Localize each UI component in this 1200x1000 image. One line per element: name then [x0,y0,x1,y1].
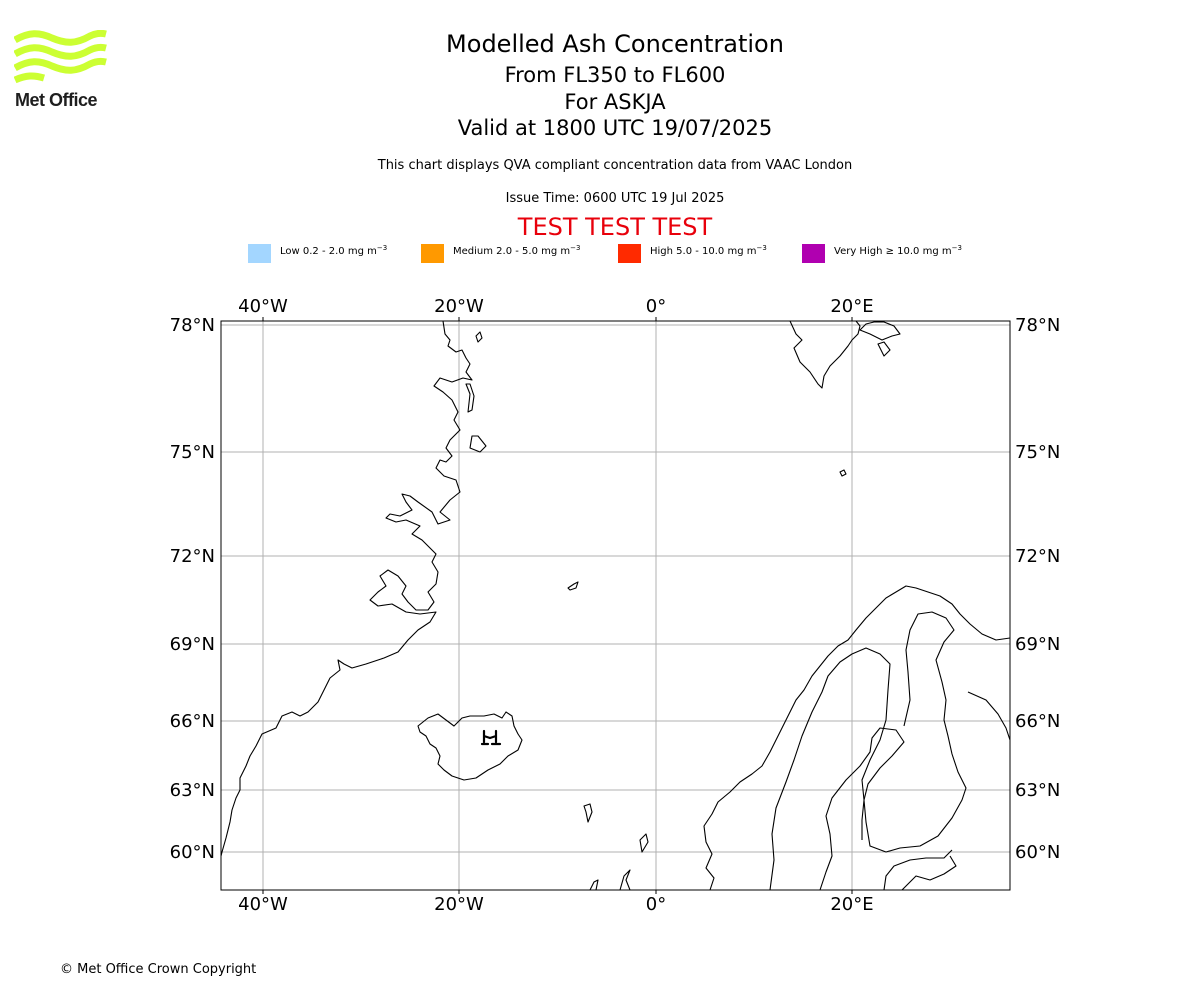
test-banner: TEST TEST TEST [517,213,713,241]
logo-text: Met Office [15,90,98,110]
legend-swatch-medium [421,244,444,263]
greenland-island-c [475,331,483,343]
lat-label-left-78n: 78°N [170,315,215,336]
lat-label-right-66n: 66°N [1015,711,1060,732]
lat-label-right-69n: 69°N [1015,634,1060,655]
lon-label-bottom-40w: 40°W [238,894,288,915]
jan-mayen [567,581,579,591]
legend-swatch-low [248,244,271,263]
copyright-notice: © Met Office Crown Copyright [60,962,257,977]
norway-sweden-border [769,647,891,890]
legend-label-low: Low 0.2 - 2.0 mg m−3 [280,244,388,258]
volcano-marker-icon [480,729,502,746]
issue-time: Issue Time: 0600 UTC 19 Jul 2025 [505,191,725,206]
graticule [221,321,1010,890]
axis-ticks [262,317,853,894]
legend-label-very-high: Very High ≥ 10.0 mg m−3 [834,244,962,258]
map-frame [220,320,1011,891]
svalbard-east [859,321,901,357]
flight-levels: From FL350 to FL600 [504,63,726,87]
lat-label-right-78n: 78°N [1015,315,1060,336]
faroe-islands [583,803,593,823]
greenland-inlet-b [469,435,487,453]
map-background [221,321,1010,890]
lon-label-bottom-20w: 20°W [434,894,484,915]
lat-label-right-60n: 60°N [1015,842,1060,863]
legend-swatch-high [618,244,641,263]
kola-coast [967,691,1010,741]
lat-label-left-63n: 63°N [170,780,215,801]
lon-label-top-20e: 20°E [830,296,873,317]
volcano-name: For ASKJA [564,90,666,114]
scandinavia [703,585,1010,890]
lat-label-right-75n: 75°N [1015,442,1060,463]
greenland-east-coast [221,321,473,857]
shetland [639,833,649,853]
legend-swatch-very-high [802,244,825,263]
lat-label-left-75n: 75°N [170,442,215,463]
lon-label-top-0: 0° [646,296,666,317]
chart-title: Modelled Ash Concentration [446,30,784,58]
lon-label-bottom-0: 0° [646,894,666,915]
lat-label-left-66n: 66°N [170,711,215,732]
lon-label-top-20w: 20°W [434,296,484,317]
lon-label-top-40w: 40°W [238,296,288,317]
sweden-finland-coast [819,611,967,890]
valid-time: Valid at 1800 UTC 19/07/2025 [457,116,773,140]
iceland [417,711,523,781]
scotland [589,869,631,890]
lat-label-left-69n: 69°N [170,634,215,655]
lat-label-left-72n: 72°N [170,546,215,567]
qva-subtitle: This chart displays QVA compliant concen… [377,158,853,173]
legend-label-high: High 5.0 - 10.0 mg m−3 [650,244,767,258]
coastlines [221,321,1010,890]
lat-label-right-63n: 63°N [1015,780,1060,801]
lon-label-bottom-20e: 20°E [830,894,873,915]
lat-label-right-72n: 72°N [1015,546,1060,567]
greenland-inlet-a [465,383,475,413]
met-office-logo: Met Office [13,29,108,112]
legend-label-medium: Medium 2.0 - 5.0 mg m−3 [453,244,581,258]
svalbard [789,321,861,389]
bear-island [839,469,847,477]
lat-label-left-60n: 60°N [170,842,215,863]
met-office-waves-icon [13,29,107,84]
finland-east [883,849,957,890]
